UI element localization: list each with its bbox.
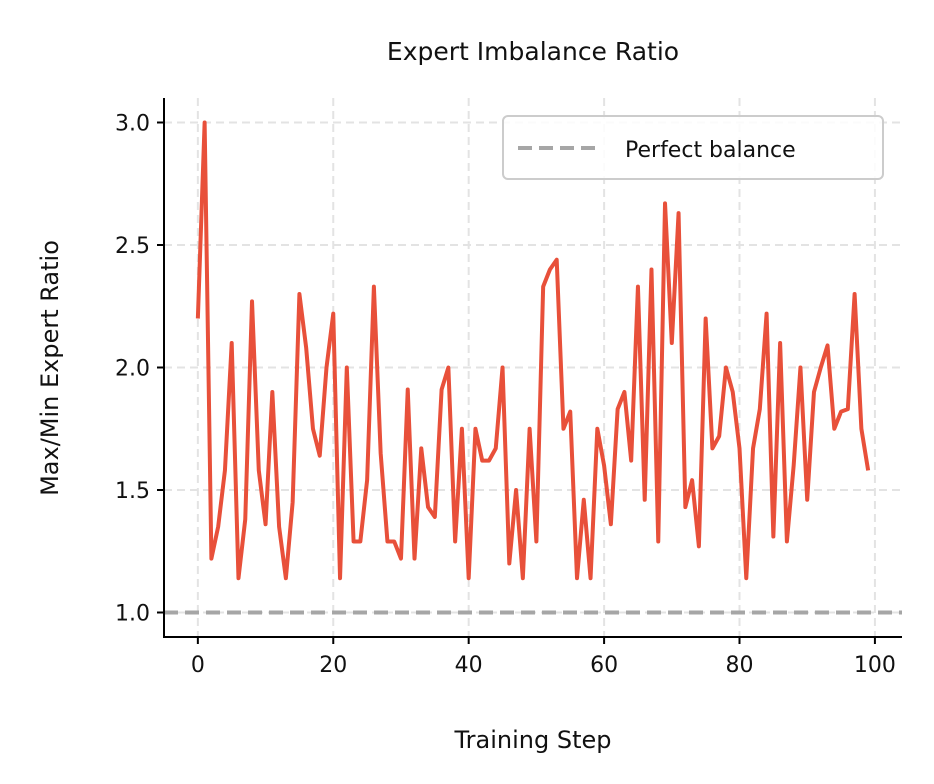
x-axis-label: Training Step xyxy=(454,726,612,754)
y-tick-label: 1.5 xyxy=(115,479,150,504)
x-tick-label: 0 xyxy=(191,653,205,678)
x-tick-label: 80 xyxy=(726,653,754,678)
x-tick-label: 40 xyxy=(455,653,483,678)
legend-box xyxy=(502,115,884,180)
series-line xyxy=(195,120,871,581)
y-ticks: 1.0 1.5 2.0 2.5 3.0 xyxy=(115,112,164,627)
legend-label: Perfect balance xyxy=(625,138,796,163)
y-axis-label: Max/Min Expert Ratio xyxy=(36,240,64,496)
x-tick-label: 60 xyxy=(590,653,618,678)
x-ticks: 0 20 40 60 80 100 xyxy=(191,637,896,678)
chart-title: Expert Imbalance Ratio xyxy=(387,37,679,66)
y-tick-label: 1.0 xyxy=(115,602,150,627)
x-tick-label: 20 xyxy=(319,653,347,678)
legend: Perfect balance xyxy=(502,115,884,180)
x-tick-label: 100 xyxy=(854,653,896,678)
y-tick-label: 2.5 xyxy=(115,234,150,259)
y-tick-label: 2.0 xyxy=(115,357,150,382)
y-tick-label: 3.0 xyxy=(115,112,150,137)
